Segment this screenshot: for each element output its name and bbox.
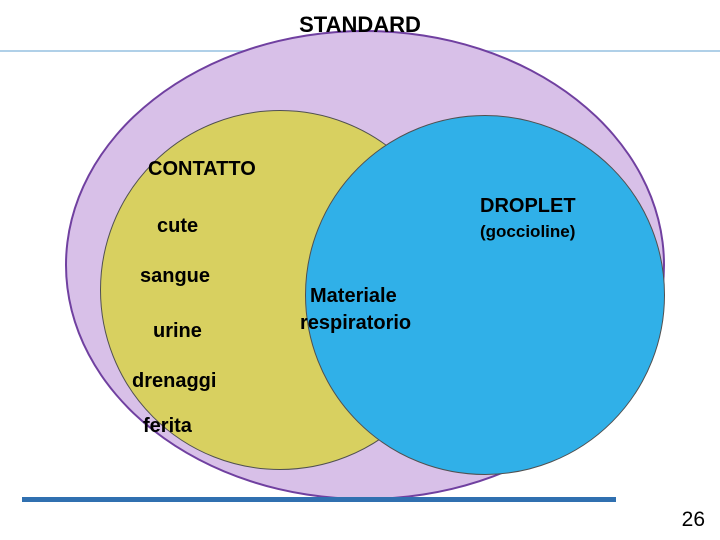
- label-contatto: CONTATTO: [148, 158, 256, 181]
- label-materiale: Materiale: [310, 285, 397, 308]
- label-droplet: DROPLET: [480, 195, 576, 218]
- label-ferita: ferita: [143, 415, 192, 438]
- page-number: 26: [682, 508, 705, 532]
- diagram-title: STANDARD: [299, 12, 421, 38]
- footer-line: [22, 497, 616, 502]
- label-urine: urine: [153, 320, 202, 343]
- label-goccioline: (goccioline): [480, 222, 575, 242]
- label-respiratorio: respiratorio: [300, 312, 411, 335]
- label-cute: cute: [157, 215, 198, 238]
- label-drenaggi: drenaggi: [132, 370, 216, 393]
- label-sangue: sangue: [140, 265, 210, 288]
